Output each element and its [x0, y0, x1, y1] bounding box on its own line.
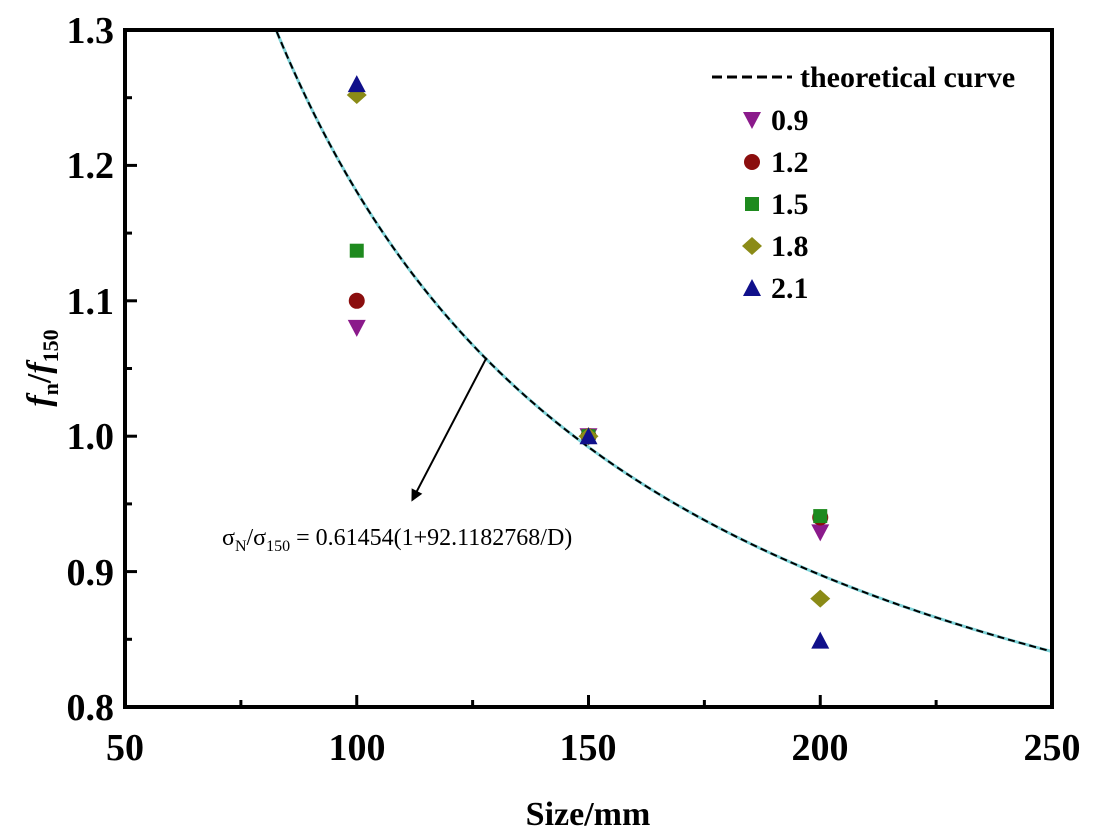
x-tick-label: 100	[329, 727, 386, 769]
plot-frame	[123, 28, 1054, 709]
data-point-1-5	[813, 509, 828, 524]
data-point-1-8	[810, 589, 831, 608]
legend-label-curve: theoretical curve	[800, 61, 1015, 94]
data-point-0-9	[347, 319, 366, 337]
theoretical-curve-overlay	[274, 30, 1052, 653]
legend-label: 0.9	[771, 104, 809, 137]
x-tick-label: 200	[792, 727, 849, 769]
y-tick-label: 1.3	[67, 10, 115, 52]
data-point-1-2	[348, 292, 365, 309]
y-tick-label: 0.8	[67, 687, 115, 729]
data-point-2-1	[347, 75, 366, 93]
annotation-formula: σN/σ150 = 0.61454(1+92.1182768/D)	[222, 525, 572, 555]
data-point-0-9	[811, 524, 830, 542]
y-axis-title: fn/f150	[21, 329, 63, 406]
legend-markers	[742, 112, 762, 296]
x-tick-label: 250	[1024, 727, 1081, 769]
y-tick-label: 0.9	[67, 552, 115, 594]
legend: theoretical curve 0.9 1.2 1.5 1.8 2.1	[712, 61, 1015, 305]
legend-marker-1-2	[744, 154, 760, 170]
y-tick-label: 1.1	[67, 281, 115, 323]
data-points	[346, 75, 831, 649]
x-tick-label: 50	[106, 727, 144, 769]
axis-ticks	[123, 28, 1054, 709]
legend-marker-1-5	[745, 197, 759, 211]
x-axis-title: Size/mm	[526, 796, 651, 833]
legend-marker-1-8	[742, 237, 762, 255]
annotation-arrow	[411, 357, 488, 502]
legend-marker-0-9	[743, 112, 761, 129]
data-point-2-1	[579, 427, 598, 445]
legend-marker-2-1	[743, 279, 761, 296]
legend-label: 1.8	[771, 230, 809, 263]
data-point-1-5	[349, 243, 364, 258]
legend-label: 1.2	[771, 146, 809, 179]
legend-label: 2.1	[771, 272, 809, 305]
theoretical-curve	[274, 30, 1052, 653]
y-tick-labels: 0.8 0.9 1.0 1.1 1.2 1.3	[67, 10, 115, 729]
x-tick-labels: 50 100 150 200 250	[106, 727, 1081, 769]
y-tick-label: 1.2	[67, 145, 115, 187]
x-tick-label: 150	[560, 727, 617, 769]
y-tick-label: 1.0	[67, 416, 115, 458]
data-point-2-1	[811, 631, 830, 649]
theoretical-curve-group	[274, 30, 1052, 653]
legend-label: 1.5	[771, 188, 809, 221]
